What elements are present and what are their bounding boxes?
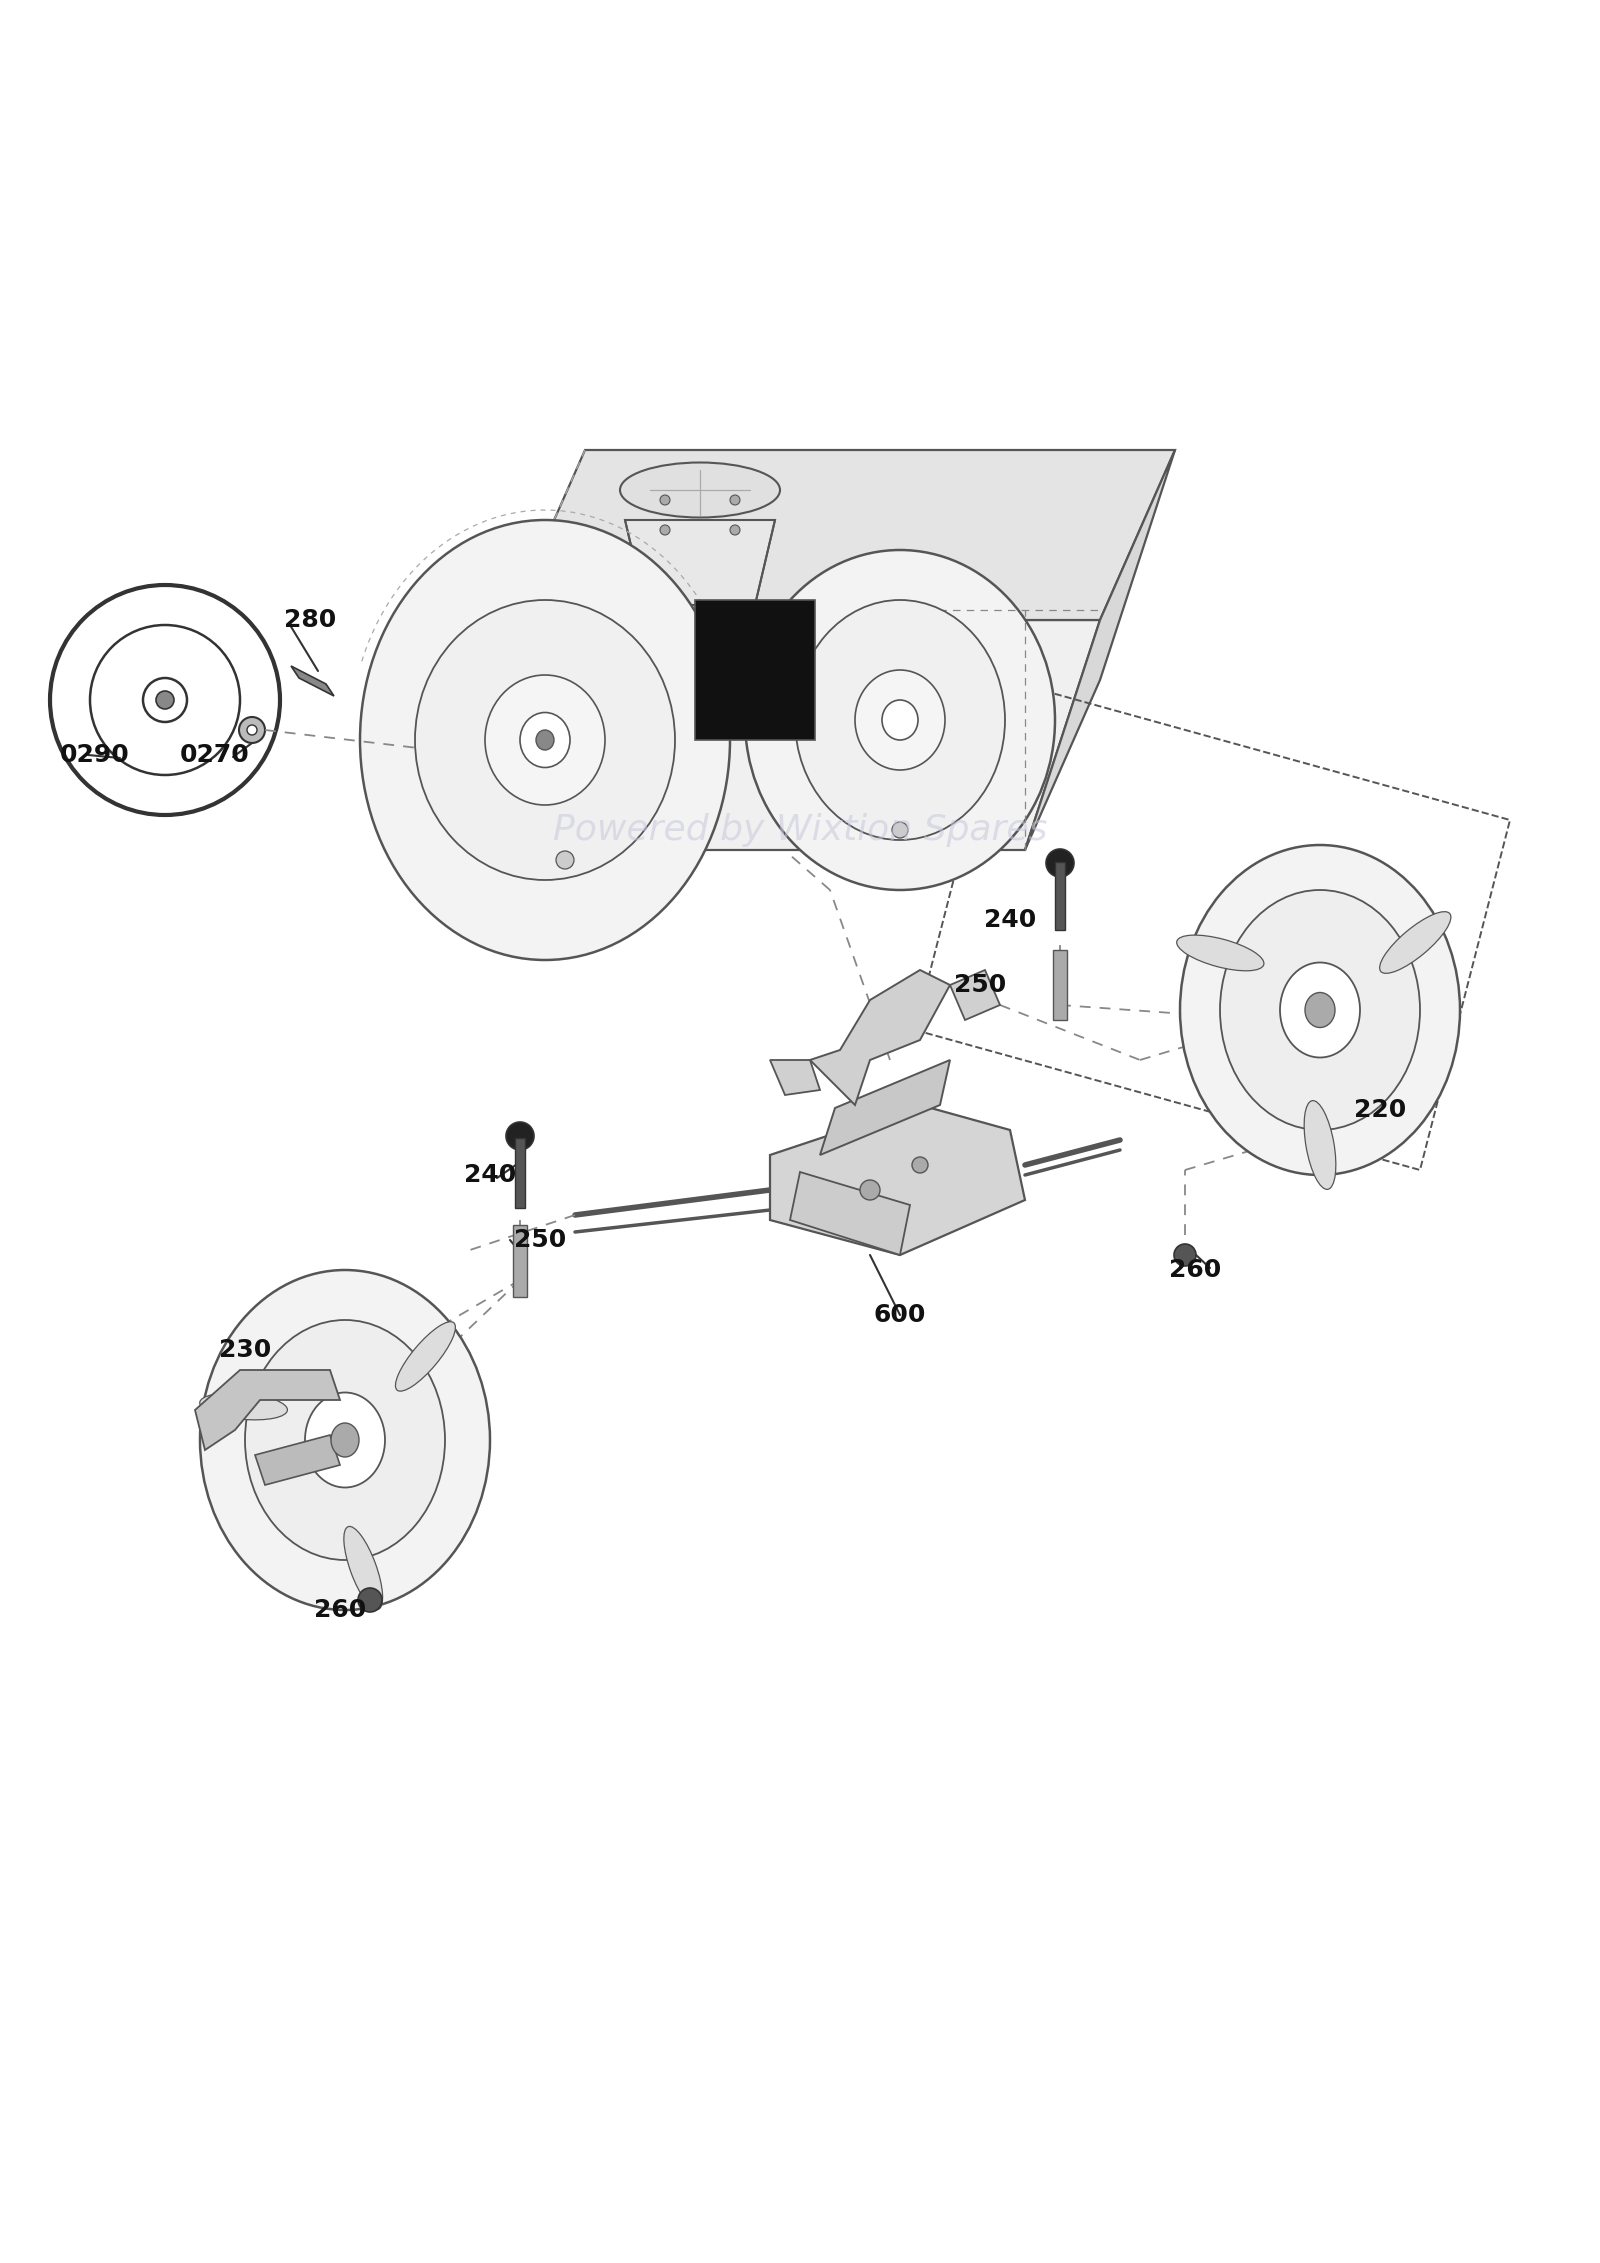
Polygon shape: [770, 1059, 819, 1095]
Ellipse shape: [485, 674, 605, 806]
Ellipse shape: [746, 550, 1054, 889]
Polygon shape: [510, 450, 1174, 620]
Polygon shape: [819, 1059, 950, 1154]
Ellipse shape: [1304, 1100, 1336, 1190]
Circle shape: [661, 496, 670, 505]
Circle shape: [358, 1589, 382, 1611]
Ellipse shape: [1221, 889, 1421, 1129]
Ellipse shape: [395, 1322, 456, 1392]
Ellipse shape: [344, 1528, 382, 1609]
Text: 250: 250: [954, 973, 1006, 998]
Circle shape: [730, 496, 739, 505]
Circle shape: [157, 690, 174, 708]
Text: Powered by Wixtion Spares: Powered by Wixtion Spares: [552, 812, 1048, 846]
Circle shape: [246, 724, 258, 735]
Polygon shape: [770, 1104, 1026, 1256]
Ellipse shape: [1379, 912, 1451, 973]
Text: 260: 260: [1170, 1258, 1221, 1283]
Bar: [1054, 862, 1066, 930]
Circle shape: [661, 525, 670, 534]
Bar: [694, 600, 814, 740]
Text: 260: 260: [314, 1598, 366, 1623]
Bar: [515, 1138, 525, 1208]
Ellipse shape: [795, 600, 1005, 840]
Ellipse shape: [331, 1423, 358, 1457]
Ellipse shape: [245, 1319, 445, 1559]
Bar: [1053, 950, 1067, 1021]
Polygon shape: [790, 1172, 910, 1256]
Circle shape: [912, 1156, 928, 1172]
Circle shape: [1046, 849, 1074, 878]
Text: 240: 240: [984, 907, 1037, 932]
Text: 600: 600: [874, 1303, 926, 1326]
Ellipse shape: [536, 731, 554, 749]
Text: 0270: 0270: [181, 742, 250, 767]
Ellipse shape: [1176, 935, 1264, 971]
Text: 280: 280: [283, 609, 336, 631]
Bar: [514, 1224, 526, 1297]
Circle shape: [142, 679, 187, 722]
Polygon shape: [291, 665, 334, 697]
Polygon shape: [810, 971, 950, 1104]
Ellipse shape: [520, 713, 570, 767]
Circle shape: [557, 851, 574, 869]
Text: 230: 230: [219, 1337, 270, 1362]
Text: 250: 250: [514, 1229, 566, 1251]
Polygon shape: [435, 620, 1101, 851]
Polygon shape: [626, 520, 774, 604]
Text: 220: 220: [1354, 1098, 1406, 1122]
Circle shape: [861, 1179, 880, 1199]
Ellipse shape: [621, 462, 781, 518]
Ellipse shape: [1306, 993, 1334, 1027]
Circle shape: [893, 821, 909, 837]
Circle shape: [1174, 1245, 1197, 1265]
Ellipse shape: [200, 1392, 288, 1419]
Circle shape: [238, 717, 266, 742]
Ellipse shape: [882, 699, 918, 740]
Circle shape: [506, 1122, 534, 1150]
Text: 0290: 0290: [61, 742, 130, 767]
Polygon shape: [254, 1435, 339, 1485]
Polygon shape: [950, 971, 1000, 1021]
Polygon shape: [195, 1369, 339, 1451]
Text: 240: 240: [464, 1163, 517, 1188]
Polygon shape: [1026, 450, 1174, 851]
Ellipse shape: [306, 1392, 386, 1487]
Ellipse shape: [854, 670, 946, 769]
Ellipse shape: [414, 600, 675, 880]
Circle shape: [730, 525, 739, 534]
Ellipse shape: [200, 1270, 490, 1609]
Ellipse shape: [1280, 962, 1360, 1057]
Ellipse shape: [1181, 844, 1459, 1174]
Ellipse shape: [360, 520, 730, 960]
